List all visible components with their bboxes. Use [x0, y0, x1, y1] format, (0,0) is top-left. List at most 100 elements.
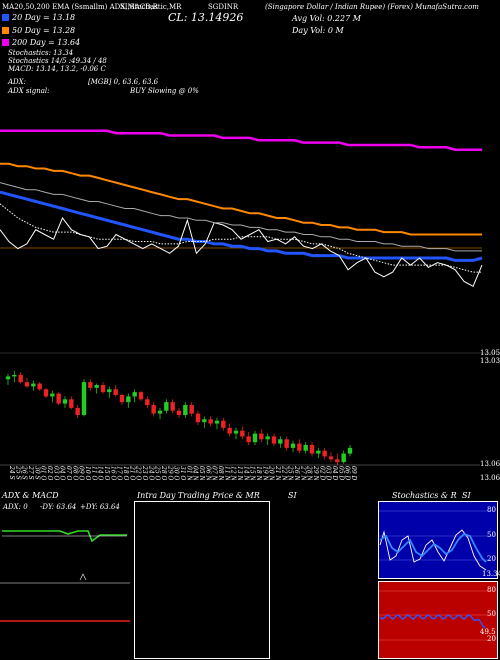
candle-body [303, 445, 308, 451]
legend-ma50: 50 Day = 13.28 [2, 26, 75, 35]
stochastics-value: Stochastics: 13.34 [8, 49, 74, 57]
candle-body [214, 420, 220, 424]
date-label: 06 Dec [344, 466, 351, 480]
header-line-3: (Singapore Dollar / Indian Rupee) (Forex… [265, 3, 479, 11]
date-label: 12 Nov [230, 466, 237, 480]
rsi-tick-50: 50 [487, 610, 496, 618]
date-label: 22 Oct [135, 465, 142, 480]
stoch-tick-50: 50 [487, 531, 496, 539]
candle-body [176, 410, 182, 415]
date-label: 13 Nov [236, 466, 243, 480]
candle-body [56, 393, 61, 404]
candle-low-label: 13.06 [480, 460, 500, 468]
candle-body [75, 407, 80, 415]
adx-label: ADX: [8, 78, 27, 86]
candle-body [50, 393, 55, 397]
date-label: 17 Oct [116, 466, 123, 480]
date-label: 14 Nov [242, 466, 249, 480]
series-line-5 [0, 182, 482, 252]
date-label: 01 Oct [40, 466, 47, 480]
date-label: 29 Nov [312, 465, 319, 480]
candle-body [328, 456, 334, 460]
candle-body [113, 389, 118, 395]
candle-body [265, 436, 270, 440]
candle-body [164, 402, 169, 411]
legend-swatch-blue [2, 14, 9, 21]
candle-body [290, 443, 296, 448]
date-label: 18 Nov [255, 466, 262, 480]
candle-body [138, 392, 144, 400]
series-line-1 [0, 162, 482, 236]
date-label: 27 Nov [299, 465, 306, 480]
stochastics-detail: Stochastics 14/5 :49.34 / 48 [8, 57, 107, 65]
date-label: 30 Oct [173, 466, 180, 480]
date-label: 19 Nov [261, 466, 268, 480]
date-label: 28 Nov [306, 465, 313, 480]
stoch-panel-title: Stochastics & R [392, 491, 457, 500]
candle-body [88, 382, 93, 388]
date-label: 18 Oct [122, 466, 129, 480]
adx-readout-pos: +DY: 63.64 [80, 503, 120, 511]
candle-body [227, 427, 232, 434]
mr-panel-si: SI [288, 491, 297, 500]
close-price-label: CL: 13.14926 [168, 11, 244, 24]
rsi-line [379, 614, 486, 629]
date-label: 25 Nov [287, 465, 294, 480]
date-label: 09 Dec [350, 466, 357, 480]
stoch-panel-si: SI [462, 491, 471, 500]
avg-volume: Avg Vol: 0.227 M [292, 14, 361, 23]
candle-body [107, 389, 112, 393]
right-price-label-2: 13.03 14.0 [480, 357, 500, 365]
date-label: 07 Nov [211, 466, 218, 480]
candle-body [202, 419, 207, 423]
date-label: 24 Oct [147, 465, 154, 480]
date-label: 21 Nov [274, 465, 281, 480]
candle-body [43, 389, 49, 397]
date-label: 04 Dec [331, 466, 338, 480]
candle-body [5, 376, 11, 380]
date-label: 27 Sep [27, 465, 34, 480]
candle-body [341, 453, 346, 463]
date-label: 10 Oct [84, 466, 91, 480]
date-label: 26 Sep [21, 465, 28, 480]
candle-body [278, 439, 283, 444]
series-line-2 [0, 129, 482, 151]
day-volume: Day Vol: 0 M [292, 26, 344, 35]
date-label: 03 Oct [52, 466, 59, 480]
candle-body [132, 392, 137, 397]
candle-low-label-2: 13.06,13.05 [480, 474, 500, 482]
candle-body [335, 459, 340, 463]
date-label: 25 Sep [14, 465, 21, 480]
legend-swatch-orange [2, 27, 9, 34]
candle-body [12, 375, 17, 377]
date-label: 09 Oct [78, 466, 85, 480]
candle-body [316, 450, 321, 454]
candle-body [37, 383, 42, 390]
candle-body [31, 383, 36, 387]
date-label: 29 Oct [166, 465, 173, 480]
date-label: 06 Nov [204, 466, 211, 480]
date-label: 31 Oct [179, 466, 186, 480]
candle-body [69, 399, 74, 408]
stoch-last-value: 13.34 [482, 570, 500, 578]
buy-signal: BUY Slowing @ 0% [130, 87, 199, 95]
date-label: 11 Nov [223, 466, 230, 480]
candle-body [195, 413, 201, 423]
series-line-3 [0, 217, 483, 287]
date-label: 03 Dec [325, 466, 332, 480]
candle-body [221, 420, 226, 428]
date-label: 16 Oct [109, 466, 116, 480]
candle-body [126, 396, 131, 403]
date-label: 30 Sep [33, 466, 40, 480]
date-label: 01 Nov [185, 466, 192, 480]
candle-body [271, 436, 277, 444]
candle-body [62, 399, 68, 404]
header-line-1: MA20,50,200 EMA (Ssmallm) ADX,MACD,R [2, 3, 158, 11]
candle-body [151, 405, 156, 414]
date-label: 25 Oct [154, 465, 161, 480]
legend-swatch-magenta [2, 39, 9, 46]
candle-body [297, 443, 302, 451]
mr-panel-title: Intra Day Trading Price & MR [137, 491, 260, 500]
right-price-label: 13.05 [480, 349, 500, 357]
